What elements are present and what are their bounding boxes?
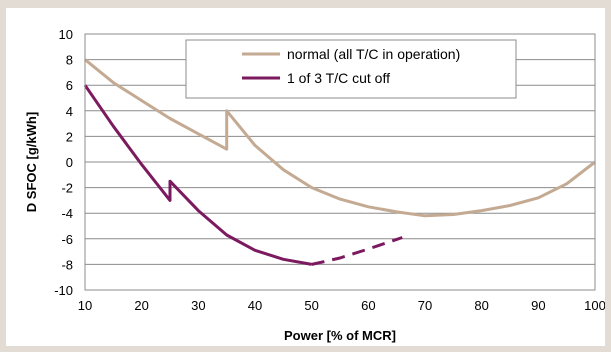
x-tick-label: 60: [361, 298, 375, 313]
legend-label-tc-cut-off: 1 of 3 T/C cut off: [287, 70, 390, 86]
x-tick-label: 30: [191, 298, 205, 313]
series-line-0: [84, 58, 596, 218]
chart-panel: 10 8 6 4 2 0 -2 -4 -6 -8 -10 10 20 30 40 50 60 70 80 90 100 …: [6, 8, 605, 346]
legend-box: [185, 39, 517, 99]
y-tick-label: -10: [54, 283, 73, 298]
series-line-1: [83, 84, 312, 266]
series-line-2: [311, 236, 403, 266]
x-tick-label: 20: [134, 298, 148, 313]
x-tick-label: 100: [584, 298, 605, 313]
y-axis-title: D SFOC [g/kWh]: [24, 112, 39, 212]
y-tick-label: 6: [66, 78, 73, 93]
y-tick-label: -4: [61, 206, 73, 221]
legend-label-normal: normal (all T/C in operation): [287, 46, 460, 62]
x-tick-label: 50: [304, 298, 318, 313]
y-tick-label: 8: [66, 53, 73, 68]
y-tick-label: 0: [66, 155, 73, 170]
plot-area-frame: [84, 33, 596, 291]
y-tick-label: 4: [66, 104, 73, 119]
x-tick-label: 70: [418, 298, 432, 313]
x-axis-title: Power [% of MCR]: [284, 328, 396, 343]
y-tick-label: 10: [59, 27, 73, 42]
series-lines: [83, 58, 596, 266]
y-tick-label: -8: [61, 257, 73, 272]
y-tick-label: 2: [66, 129, 73, 144]
x-tick-label: 90: [531, 298, 545, 313]
x-tick-label: 10: [78, 298, 92, 313]
y-tick-label: -2: [61, 181, 73, 196]
x-tick-label: 40: [248, 298, 262, 313]
x-tick-label: 80: [474, 298, 488, 313]
legend: normal (all T/C in operation) 1 of 3 T/C…: [185, 39, 517, 99]
y-tick-label: -6: [61, 232, 73, 247]
